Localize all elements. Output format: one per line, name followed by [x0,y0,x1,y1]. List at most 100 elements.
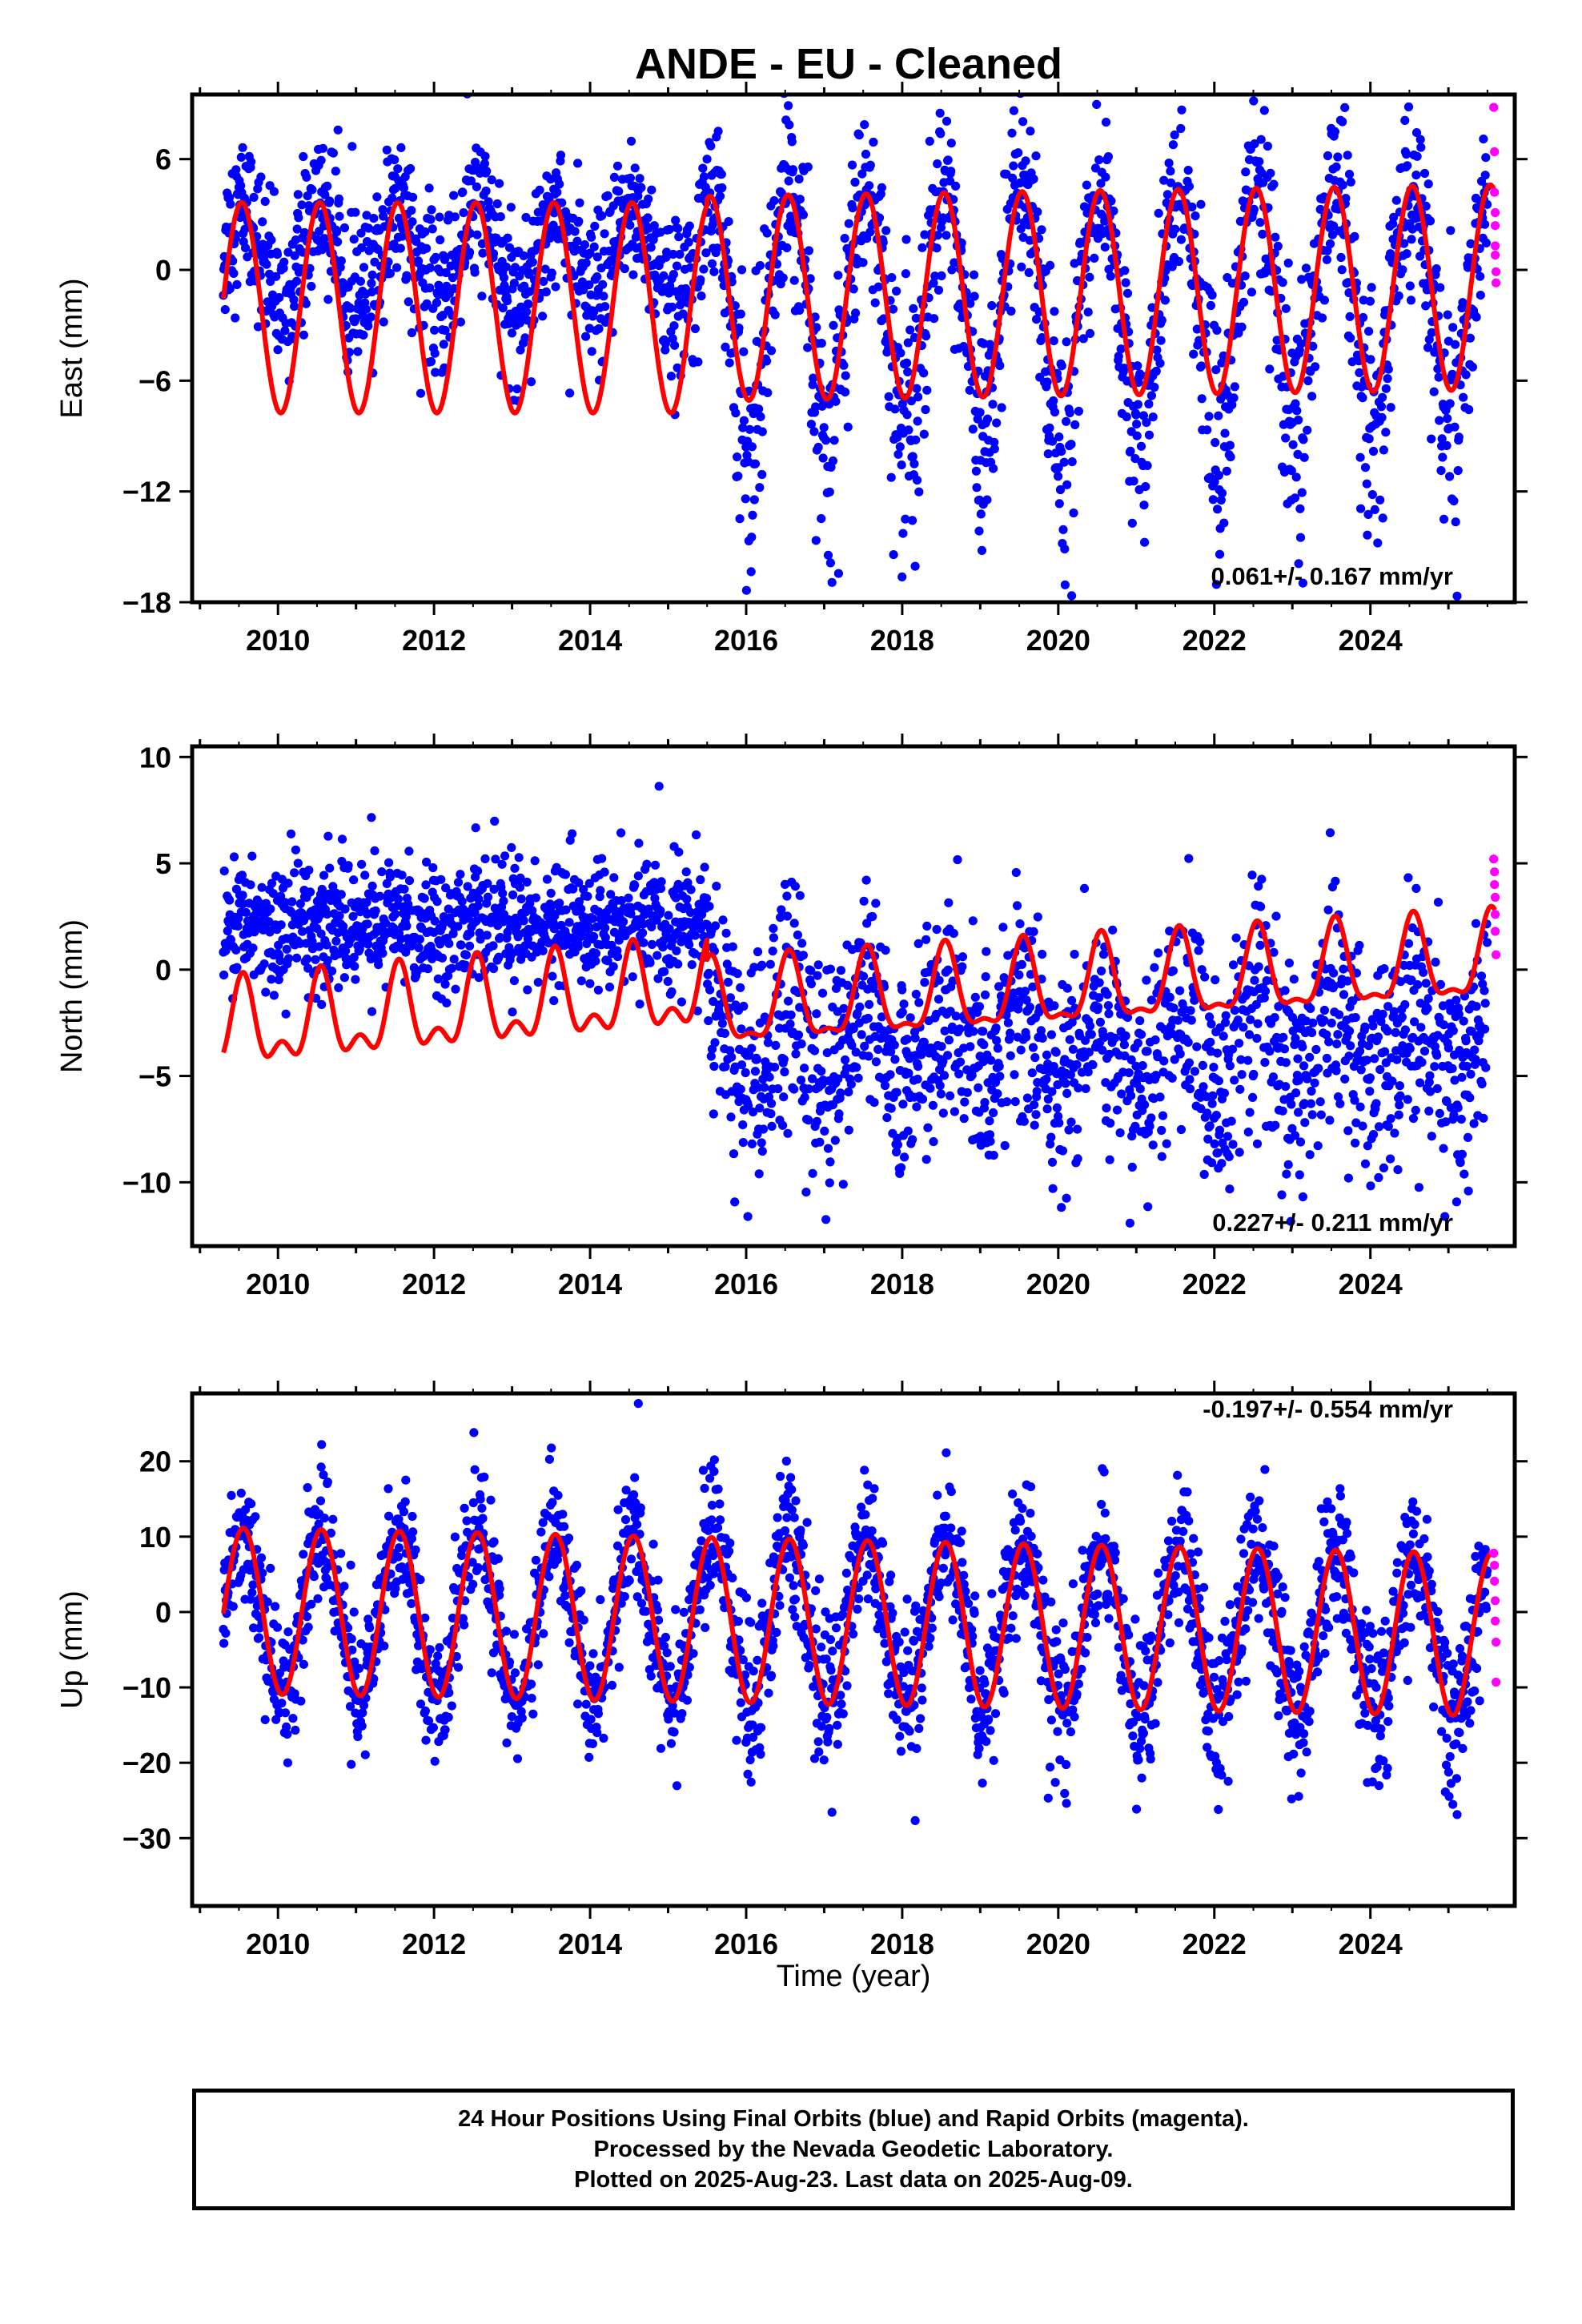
north-final-point [635,999,644,1009]
east-y-tick-label: −6 [139,364,171,397]
north-final-point [286,829,296,838]
north-final-point [1339,964,1348,974]
east-final-point [1297,275,1307,284]
north-final-point [1230,1076,1239,1085]
north-final-point [1217,1159,1227,1168]
north-final-point [881,946,890,955]
north-final-point [1397,1012,1407,1022]
east-final-point [236,152,246,162]
east-final-point [913,416,922,426]
north-final-point [1323,905,1333,915]
north-final-point [1389,1007,1399,1016]
north-data [219,782,1501,1228]
north-final-point [549,995,559,1006]
east-final-point [1070,420,1080,430]
east-y-tick-label: −18 [122,586,171,619]
east-final-point [1476,271,1485,281]
north-final-point [650,860,661,870]
east-final-point [1151,366,1161,376]
east-final-point [1319,296,1329,305]
east-final-point [886,472,896,482]
north-final-point [1284,959,1294,968]
east-final-point [556,151,566,160]
north-final-point [709,1061,719,1072]
north-final-point [1356,1065,1366,1075]
east-final-point [917,243,927,252]
north-final-point [868,911,877,922]
east-final-point [901,514,910,524]
north-final-point [1167,1073,1177,1083]
east-final-point [1119,364,1129,373]
north-final-point [1271,1120,1280,1130]
north-final-point [1365,1087,1375,1096]
north-final-point [1305,1052,1315,1062]
north-final-point [522,877,532,887]
east-final-point [524,268,534,278]
east-final-point [1435,416,1444,425]
north-final-point [1237,1070,1247,1080]
north-final-point [1400,999,1410,1010]
east-final-point [810,312,820,322]
north-final-point [1228,960,1239,970]
east-final-point [1290,604,1299,613]
north-final-point [1085,1021,1095,1031]
east-final-point [1281,433,1291,443]
north-final-point [793,930,803,940]
east-final-point [1330,127,1339,136]
north-final-point [1300,1118,1310,1128]
north-final-point [1307,1110,1317,1120]
north-final-point [789,919,799,928]
east-final-point [280,326,290,336]
north-final-point [573,942,583,951]
north-final-point [1375,1065,1385,1075]
east-x-tick-label: 2014 [558,624,622,657]
north-final-point [959,1114,969,1124]
north-final-point [1343,1126,1353,1136]
north-final-point [890,1055,900,1064]
east-final-point [220,305,230,315]
east-final-point [788,165,798,175]
east-final-point [347,142,357,151]
north-final-point [944,1035,954,1045]
east-final-point [1225,440,1235,450]
east-final-point [359,330,368,340]
east-final-point [1090,253,1099,263]
north-final-point [1414,1183,1423,1192]
east-final-point [397,231,407,241]
east-final-point [942,116,952,126]
east-final-point [817,339,826,348]
east-final-point [933,231,942,240]
north-final-point [830,1136,840,1145]
north-final-point [1065,1035,1074,1044]
east-final-point [1338,180,1347,190]
east-final-point [436,235,445,245]
east-final-point [904,425,913,435]
east-final-point [850,177,860,187]
east-final-point [1451,517,1460,527]
east-final-point [1067,457,1077,467]
north-final-point [886,1104,896,1113]
north-final-point [619,917,628,927]
north-final-point [1088,1060,1098,1070]
north-final-point [1427,1132,1436,1141]
north-final-point [1042,1104,1052,1114]
east-final-point [951,181,961,191]
north-final-point [588,914,598,923]
east-final-point [854,131,864,140]
north-final-point [736,983,745,992]
east-final-point [482,167,492,176]
east-final-point [698,163,708,173]
north-final-point [1235,1148,1244,1157]
north-final-point [1057,1203,1066,1212]
north-final-point [1249,1069,1259,1080]
east-x-tick-label: 2016 [714,624,778,657]
east-final-point [690,324,701,333]
east-final-point [990,437,999,447]
north-final-point [1042,1050,1052,1059]
east-final-point [1363,509,1373,520]
east-final-point [901,235,911,244]
north-final-point [1432,1051,1442,1060]
north-y-tick-label: −10 [122,1166,171,1199]
north-final-point [1340,1074,1350,1084]
north-final-point [638,928,648,938]
